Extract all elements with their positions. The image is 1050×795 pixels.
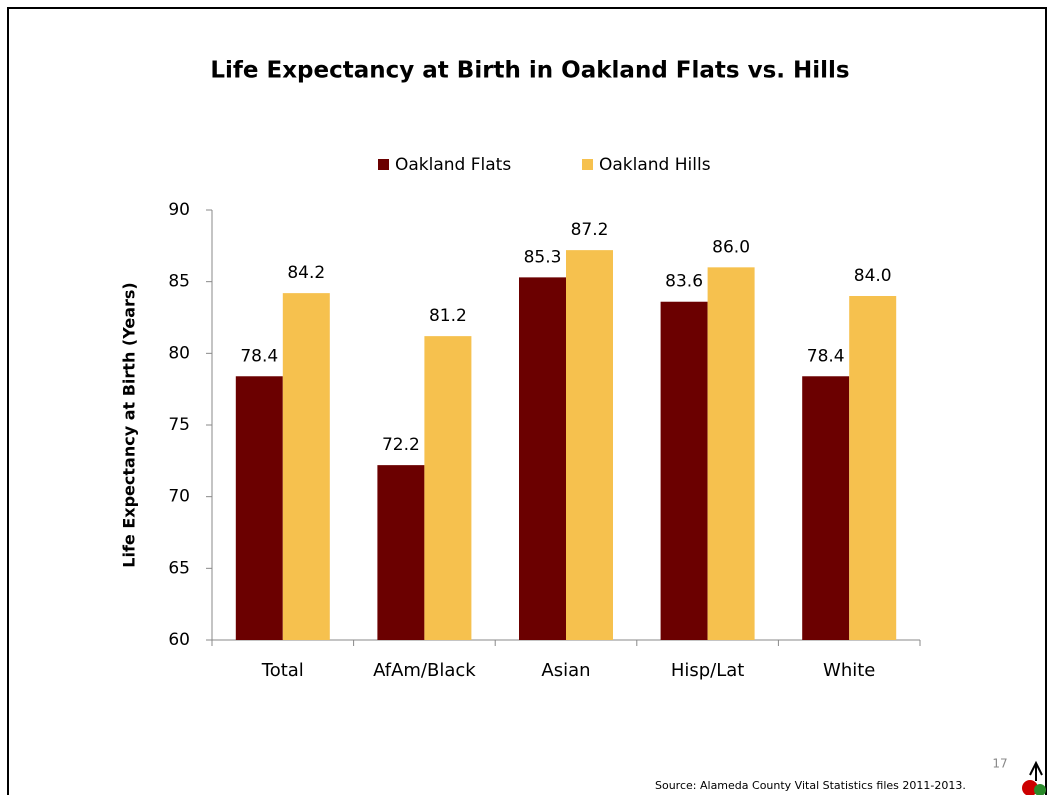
value-label: 78.4 — [807, 346, 845, 366]
legend-swatch — [582, 159, 593, 170]
bar — [282, 293, 330, 640]
value-label: 83.6 — [665, 272, 703, 292]
chart-title: Life Expectancy at Birth in Oakland Flat… — [210, 58, 849, 84]
page-number: 17 — [992, 757, 1007, 771]
value-label: 81.2 — [429, 306, 467, 326]
bar — [235, 376, 283, 640]
value-label: 72.2 — [382, 435, 420, 455]
value-label: 78.4 — [240, 346, 278, 366]
y-tick-label: 70 — [168, 487, 190, 507]
bar — [424, 336, 472, 640]
y-axis-label: Life Expectancy at Birth (Years) — [120, 282, 139, 567]
bar — [519, 277, 566, 640]
bar — [707, 267, 755, 640]
legend-label: Oakland Hills — [599, 155, 711, 175]
source-note: Source: Alameda County Vital Statistics … — [655, 779, 966, 792]
legend-label: Oakland Flats — [395, 155, 511, 175]
x-tick-label: AfAm/Black — [373, 660, 476, 681]
value-label: 84.0 — [854, 266, 892, 286]
x-tick-label: Total — [261, 660, 304, 681]
bar — [660, 301, 708, 640]
logo — [1022, 760, 1046, 795]
y-tick-label: 65 — [168, 558, 190, 578]
x-tick-label: Hisp/Lat — [671, 660, 745, 681]
y-tick-label: 60 — [168, 630, 190, 650]
value-label: 87.2 — [571, 220, 609, 240]
bar — [849, 296, 897, 640]
bar — [377, 465, 425, 640]
bar — [566, 250, 613, 640]
value-label: 86.0 — [712, 237, 750, 257]
legend-swatch — [378, 159, 389, 170]
x-tick-label: Asian — [541, 660, 590, 681]
bar — [802, 376, 850, 640]
x-tick-label: White — [823, 660, 875, 681]
y-tick-label: 85 — [168, 272, 190, 292]
y-tick-label: 90 — [168, 200, 190, 220]
y-tick-label: 75 — [168, 415, 190, 435]
value-label: 85.3 — [524, 247, 562, 267]
y-tick-label: 80 — [168, 343, 190, 363]
value-label: 84.2 — [287, 263, 325, 283]
